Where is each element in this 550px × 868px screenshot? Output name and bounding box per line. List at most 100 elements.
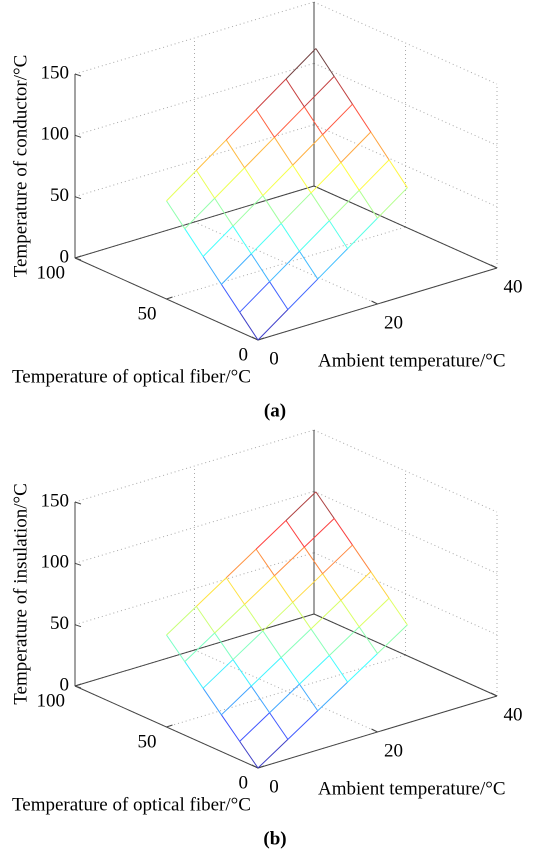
mesh-line xyxy=(244,604,264,632)
mesh-line xyxy=(358,626,378,654)
mesh-line xyxy=(202,687,222,716)
mesh-line xyxy=(239,712,270,742)
z-tick-label: 150 xyxy=(41,62,70,83)
mesh-line xyxy=(232,225,252,255)
mesh-line xyxy=(292,602,312,630)
mesh-line xyxy=(214,603,245,634)
mesh-line xyxy=(239,741,259,769)
mesh-line xyxy=(287,278,319,310)
mesh-line xyxy=(317,681,348,712)
mesh-line xyxy=(262,164,294,196)
z-tick-label: 0 xyxy=(60,674,70,695)
mesh-line xyxy=(269,250,300,283)
mesh-line xyxy=(322,134,342,163)
y-axis-label: Temperature of optical fiber/°C xyxy=(12,366,251,387)
mesh-line xyxy=(255,78,287,110)
mesh-line xyxy=(285,491,317,521)
mesh-line xyxy=(340,131,372,163)
z-tick-label: 50 xyxy=(50,613,69,634)
mesh-line xyxy=(292,164,312,194)
mesh-line xyxy=(244,136,275,169)
x-tick-label: 20 xyxy=(384,312,403,333)
mesh-line xyxy=(166,170,197,202)
box-line xyxy=(313,185,498,269)
mesh-line xyxy=(214,197,234,227)
x-tick-label: 40 xyxy=(504,704,523,725)
mesh-line xyxy=(202,225,234,257)
z-tick xyxy=(74,134,82,138)
mesh-line xyxy=(232,195,264,227)
z-tick xyxy=(74,562,82,566)
x-tick xyxy=(490,692,498,697)
x-tick xyxy=(251,764,259,769)
mesh-line xyxy=(239,311,259,341)
y-tick-label: 50 xyxy=(138,731,157,752)
mesh-line xyxy=(299,220,330,252)
mesh-line xyxy=(232,630,264,660)
grid-line xyxy=(313,490,498,574)
mesh-line xyxy=(292,134,323,166)
mesh-line xyxy=(358,597,390,628)
z-tick xyxy=(74,624,82,628)
z-tick-label: 100 xyxy=(41,124,70,145)
box-line xyxy=(313,613,498,697)
mesh-line xyxy=(340,571,372,601)
mesh-line xyxy=(303,106,324,135)
mesh-line xyxy=(299,655,330,685)
chart: 0 50 100 150 0 20 40 0 50 100 Ambient temperature/… xyxy=(10,429,523,849)
mesh-line xyxy=(310,192,330,222)
y-tick-label: 50 xyxy=(138,303,157,324)
mesh-line xyxy=(358,190,378,219)
mesh-line xyxy=(322,544,353,575)
z-tick-label: 50 xyxy=(50,185,69,206)
mesh-line xyxy=(310,162,342,194)
mesh-line xyxy=(347,217,378,249)
mesh-line xyxy=(262,630,282,658)
mesh-line xyxy=(257,739,289,769)
mesh-line xyxy=(328,655,349,683)
mesh-line xyxy=(322,103,353,136)
mesh-line xyxy=(257,309,289,341)
mesh-line xyxy=(315,491,335,519)
mesh-line xyxy=(184,228,204,257)
mesh-line xyxy=(250,223,282,255)
mesh-line xyxy=(352,544,372,572)
mesh-line xyxy=(214,632,234,660)
mesh-line xyxy=(269,712,289,740)
mesh-line xyxy=(250,685,270,714)
mesh-line xyxy=(220,284,241,313)
mesh-line xyxy=(221,253,252,285)
x-tick-label: 0 xyxy=(269,776,279,797)
mesh-line xyxy=(317,248,348,280)
mesh-line xyxy=(388,597,408,626)
x-tick xyxy=(371,728,378,733)
mesh-line xyxy=(225,139,245,169)
mesh-line xyxy=(322,573,342,601)
grid-line xyxy=(313,124,498,208)
mesh-line xyxy=(274,546,305,577)
mesh-line xyxy=(370,131,390,161)
caption: (b) xyxy=(263,828,286,849)
mesh-line xyxy=(255,520,287,550)
grid-line xyxy=(313,552,498,636)
z-tick xyxy=(74,501,82,505)
mesh-line xyxy=(184,197,216,230)
grid-line xyxy=(74,429,315,503)
mesh-line xyxy=(280,223,300,252)
grid-line xyxy=(313,1,498,85)
mesh-line xyxy=(239,281,270,313)
grid-line xyxy=(166,654,406,728)
x-tick xyxy=(371,300,378,305)
y-tick-label: 0 xyxy=(239,772,249,793)
chart: 0 50 100 150 0 20 40 0 50 100 Ambient temperature/… xyxy=(10,1,523,421)
mesh-line xyxy=(232,659,252,687)
mesh-line xyxy=(166,200,186,229)
x-tick xyxy=(251,336,259,341)
mesh-line xyxy=(377,187,408,219)
mesh-line xyxy=(202,256,222,285)
grid-line xyxy=(166,226,406,300)
mesh-line xyxy=(310,628,330,656)
mesh-line xyxy=(315,48,335,77)
mesh-line xyxy=(250,657,282,687)
